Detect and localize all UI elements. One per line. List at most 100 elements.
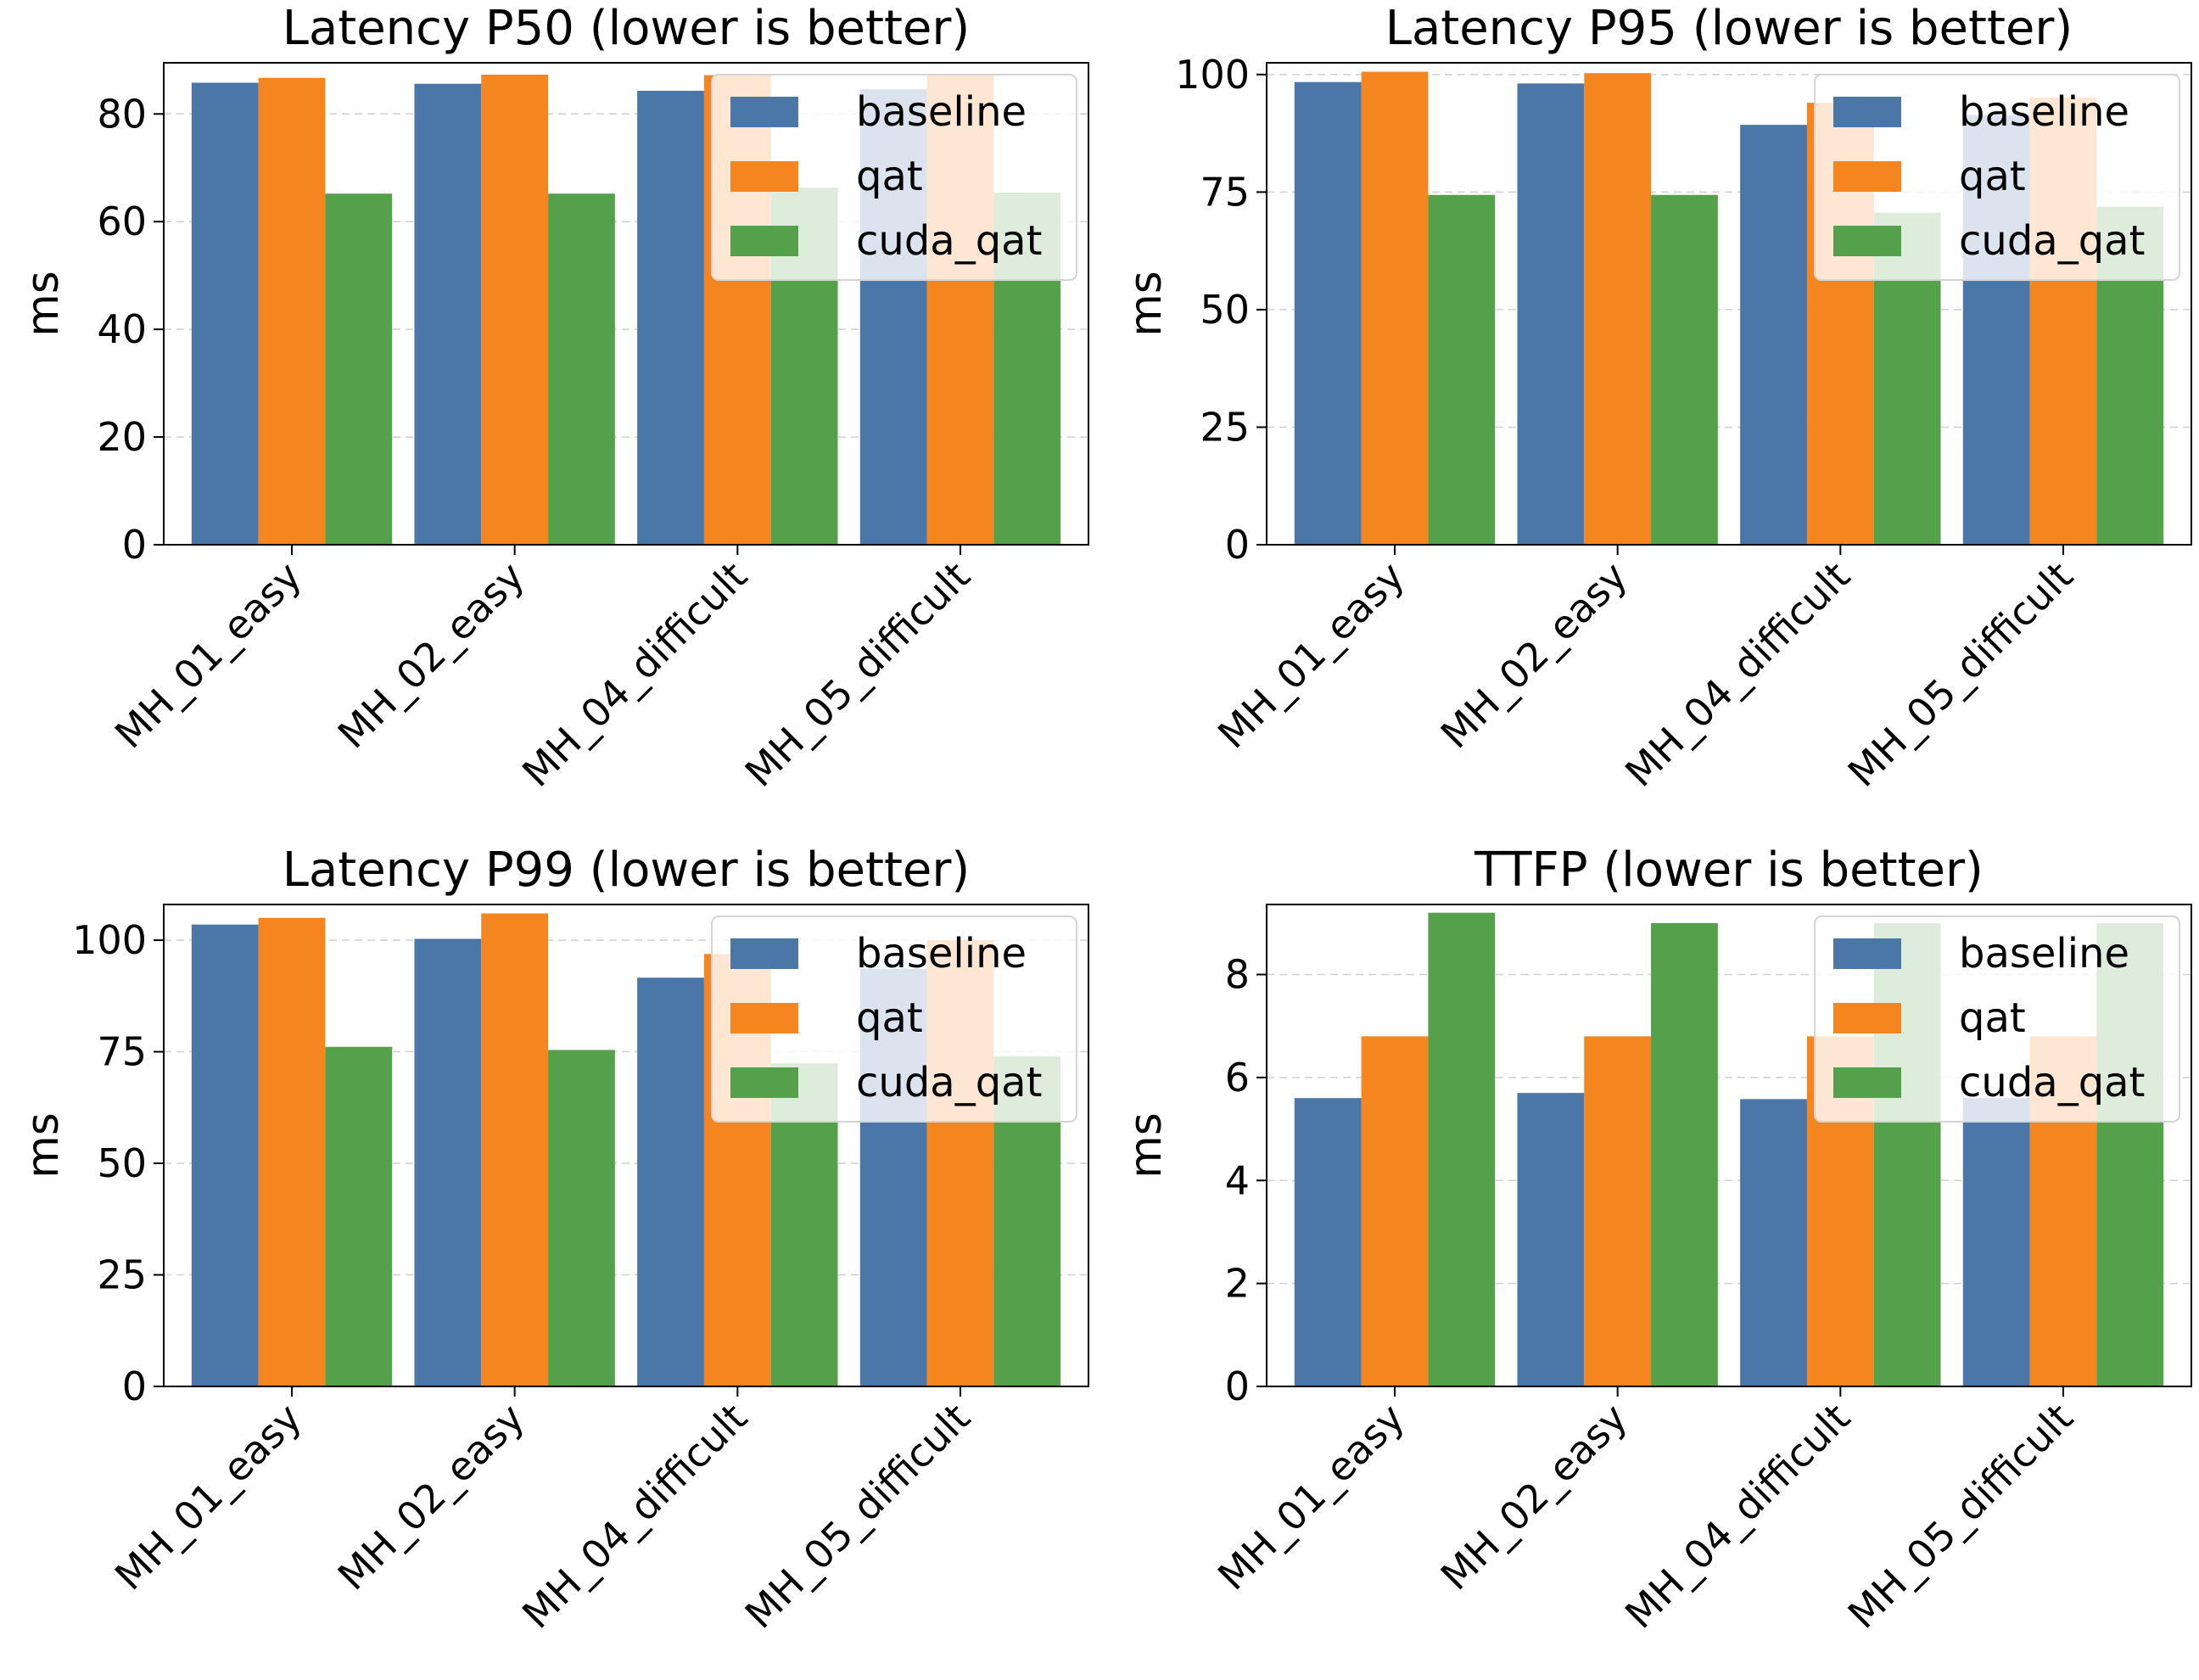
bar-baseline-MH_04_difficult xyxy=(637,91,704,546)
legend-label-qat: qat xyxy=(1959,994,2026,1042)
legend-box xyxy=(711,74,1077,281)
legend: baseline qat cuda_qat xyxy=(1814,74,2180,281)
legend-swatch-baseline xyxy=(730,97,798,127)
y-tick-label: 75 xyxy=(1200,169,1250,215)
legend-label-baseline: baseline xyxy=(856,930,1027,977)
legend-label-baseline: baseline xyxy=(1959,930,2129,977)
bar-baseline-MH_04_difficult xyxy=(1740,125,1807,545)
y-tick-label: 0 xyxy=(1225,1364,1250,1409)
y-tick-label: 6 xyxy=(1225,1055,1250,1100)
bar-qat-MH_01_easy xyxy=(258,917,326,1386)
bar-qat-MH_01_easy xyxy=(1361,1036,1429,1386)
bar-baseline-MH_01_easy xyxy=(191,82,259,545)
legend-label-qat: qat xyxy=(856,994,923,1042)
y-tick-label: 40 xyxy=(97,306,147,352)
y-tick-label: 100 xyxy=(1175,52,1250,98)
y-tick-label: 2 xyxy=(1225,1261,1250,1307)
x-tick-label: MH_02_easy xyxy=(329,553,534,758)
legend-swatch-cuda_qat xyxy=(1833,1067,1901,1098)
y-tick-label: 0 xyxy=(122,1364,147,1409)
bar-qat-MH_02_easy xyxy=(1584,1036,1652,1386)
y-tick-label: 75 xyxy=(97,1029,147,1075)
bar-cuda_qat-MH_01_easy xyxy=(325,1046,393,1386)
x-tick-label: MH_01_easy xyxy=(106,553,311,758)
x-tick-label: MH_02_easy xyxy=(1432,1395,1637,1599)
axes-frame xyxy=(163,904,1089,1387)
x-tick-label: MH_01_easy xyxy=(106,1395,311,1599)
y-axis-label: ms xyxy=(18,271,69,337)
y-tick-label: 4 xyxy=(1225,1157,1250,1203)
x-tick-label: MH_04_difficult xyxy=(1616,553,1859,796)
y-axis-label: ms xyxy=(1121,1112,1172,1179)
legend-swatch-cuda_qat xyxy=(730,226,798,256)
y-tick-label: 25 xyxy=(97,1252,147,1298)
legend-swatch-qat xyxy=(730,1003,798,1033)
chart-title: Latency P99 (lower is better) xyxy=(283,843,971,898)
bar-qat-MH_01_easy xyxy=(258,77,326,545)
bar-baseline-MH_02_easy xyxy=(414,938,482,1386)
y-tick-label: 20 xyxy=(97,414,147,460)
y-axis-label: ms xyxy=(1121,271,1172,337)
bar-baseline-MH_01_easy xyxy=(1294,1098,1362,1386)
bar-baseline-MH_01_easy xyxy=(191,924,259,1386)
chart-panel-4: 0 2 4 6 8 MH_01_easy MH_02_easyMH_04_difficult… xyxy=(1121,843,2192,1638)
bar-baseline-MH_05_difficult xyxy=(1962,1098,2030,1386)
x-tick-label: MH_02_easy xyxy=(1432,553,1637,758)
bar-baseline-MH_02_easy xyxy=(1517,83,1585,545)
bar-qat-MH_02_easy xyxy=(481,74,549,545)
legend-label-cuda_qat: cuda_qat xyxy=(856,217,1042,265)
x-tick-label: MH_02_easy xyxy=(329,1395,534,1599)
legend-swatch-qat xyxy=(730,161,798,192)
legend-label-baseline: baseline xyxy=(856,88,1027,136)
legend: baseline qat cuda_qat xyxy=(711,916,1077,1123)
bar-qat-MH_02_easy xyxy=(1584,73,1652,545)
bar-cuda_qat-MH_02_easy xyxy=(548,193,615,545)
x-tick-label: MH_01_easy xyxy=(1209,1395,1413,1599)
legend-box xyxy=(1814,916,2180,1123)
y-tick-label: 60 xyxy=(97,199,147,244)
legend-label-cuda_qat: cuda_qat xyxy=(1959,1059,2145,1106)
bar-cuda_qat-MH_02_easy xyxy=(1651,194,1718,545)
x-tick-label: MH_05_difficult xyxy=(1839,553,2082,796)
axes-frame xyxy=(163,62,1089,546)
chart-panel-2: 0 25 50 75 100 MH_01_easy MH_02_easyMH_04_diff… xyxy=(1121,1,2192,796)
bar-qat-MH_01_easy xyxy=(1361,71,1429,545)
bar-cuda_qat-MH_02_easy xyxy=(548,1050,615,1386)
y-tick-label: 25 xyxy=(1200,404,1250,450)
legend-swatch-qat xyxy=(1833,1003,1901,1033)
chart-title: Latency P50 (lower is better) xyxy=(283,1,971,56)
legend-swatch-baseline xyxy=(1833,938,1901,969)
axes-frame xyxy=(1266,62,2192,546)
legend: baseline qat cuda_qat xyxy=(1814,916,2180,1123)
chart-panel-3: 0 25 50 75 100 MH_01_easy MH_02_easyMH_04_diff… xyxy=(18,843,1089,1638)
x-tick-label: MH_05_difficult xyxy=(736,553,979,796)
legend-swatch-cuda_qat xyxy=(1833,226,1901,256)
chart-title: Latency P95 (lower is better) xyxy=(1385,1,2073,56)
x-tick-label: MH_04_difficult xyxy=(1616,1395,1859,1638)
bar-qat-MH_02_easy xyxy=(481,913,549,1386)
legend-swatch-baseline xyxy=(1833,97,1901,127)
axes-frame xyxy=(1266,904,2192,1387)
chart-panel-1: 0 20 40 60 80 MH_01_easy MH_02_easyMH_04_diffi… xyxy=(18,1,1089,796)
legend-label-cuda_qat: cuda_qat xyxy=(1959,217,2145,265)
bar-baseline-MH_02_easy xyxy=(1517,1093,1585,1386)
bar-baseline-MH_02_easy xyxy=(414,83,482,545)
legend-label-qat: qat xyxy=(856,153,923,200)
x-tick-label: MH_05_difficult xyxy=(736,1395,979,1638)
x-tick-label: MH_05_difficult xyxy=(1839,1395,2082,1638)
y-tick-label: 80 xyxy=(97,91,147,137)
legend-label-cuda_qat: cuda_qat xyxy=(856,1059,1042,1106)
legend-box xyxy=(711,916,1077,1123)
y-tick-label: 100 xyxy=(72,917,147,963)
bar-baseline-MH_04_difficult xyxy=(637,977,704,1386)
legend-swatch-cuda_qat xyxy=(730,1067,798,1098)
legend-label-qat: qat xyxy=(1959,153,2026,200)
x-tick-label: MH_04_difficult xyxy=(513,553,756,796)
bar-cuda_qat-MH_02_easy xyxy=(1651,922,1718,1386)
legend: baseline qat cuda_qat xyxy=(711,74,1077,281)
legend-box xyxy=(1814,74,2180,281)
chart-title: TTFP (lower is better) xyxy=(1474,843,1984,898)
bar-cuda_qat-MH_01_easy xyxy=(325,193,393,545)
bar-baseline-MH_04_difficult xyxy=(1740,1099,1807,1386)
